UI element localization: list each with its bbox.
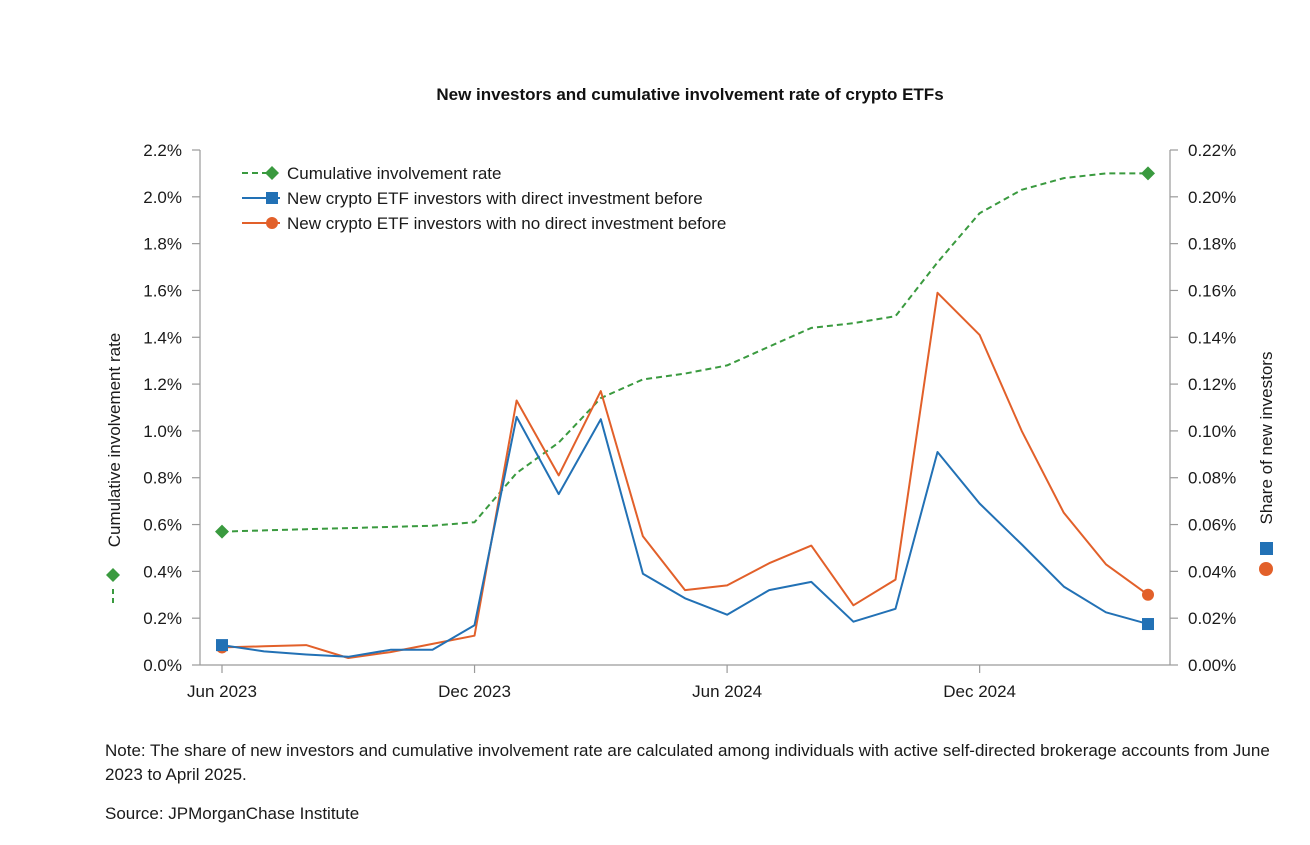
series-line-circle bbox=[221, 291, 1149, 659]
right-y-tick-label: 0.16% bbox=[1188, 281, 1236, 300]
left-y-tick-label: 0.8% bbox=[143, 469, 182, 488]
right-y-tick-label: 0.00% bbox=[1188, 656, 1236, 675]
right-y-tick-label: 0.20% bbox=[1188, 188, 1236, 207]
series-point-square bbox=[216, 639, 228, 652]
left-y-tick-label: 0.0% bbox=[143, 656, 182, 675]
right-y-tick-label: 0.18% bbox=[1188, 235, 1236, 254]
left-y-tick-label: 1.4% bbox=[143, 328, 182, 347]
right-y-tick-label: 0.12% bbox=[1188, 375, 1236, 394]
left-y-tick-label: 1.6% bbox=[143, 281, 182, 300]
series-point-circle bbox=[1142, 588, 1154, 601]
right-axis-label: Share of new investors bbox=[1257, 352, 1276, 525]
left-y-tick-label: 1.0% bbox=[143, 422, 182, 441]
left-axis-diamond-marker bbox=[106, 568, 120, 582]
left-axis-title: Cumulative involvement rate bbox=[105, 333, 124, 547]
axes bbox=[199, 150, 1171, 666]
left-y-tick-label: 0.6% bbox=[143, 516, 182, 535]
legend-square-marker bbox=[266, 192, 278, 204]
legend: Cumulative involvement rate New crypto ET… bbox=[242, 164, 726, 233]
right-y-tick-label: 0.08% bbox=[1188, 469, 1236, 488]
left-y-tick-label: 2.0% bbox=[143, 188, 182, 207]
legend-diamond-marker bbox=[265, 166, 279, 180]
right-y-tick-label: 0.02% bbox=[1188, 609, 1236, 628]
left-axis-key bbox=[106, 568, 120, 606]
left-y-tick-label: 1.8% bbox=[143, 235, 182, 254]
series-point-diamond bbox=[215, 524, 229, 539]
right-axis-square-marker bbox=[1260, 542, 1273, 555]
x-tick-label: Jun 2023 bbox=[187, 682, 257, 701]
legend-label: Cumulative involvement rate bbox=[287, 164, 501, 183]
x-tick-label: Dec 2024 bbox=[943, 682, 1016, 701]
legend-label: New crypto ETF investors with direct inv… bbox=[287, 189, 703, 208]
chart-note: Note: The share of new investors and cum… bbox=[105, 741, 1270, 784]
right-y-tick-label: 0.14% bbox=[1188, 328, 1236, 347]
x-tick-label: Dec 2023 bbox=[438, 682, 511, 701]
right-axis-key bbox=[1259, 542, 1273, 576]
chart-source: Source: JPMorganChase Institute bbox=[105, 804, 360, 823]
right-axis-circle-marker bbox=[1259, 562, 1273, 576]
series-line-diamond bbox=[221, 172, 1148, 533]
right-y-tick-label: 0.10% bbox=[1188, 422, 1236, 441]
right-y-ticks: 0.00% 0.02% 0.04% 0.06% 0.08% 0.10% 0.12% 0.14%… bbox=[1170, 141, 1236, 675]
left-axis-label: Cumulative involvement rate bbox=[105, 333, 124, 547]
left-y-tick-label: 2.2% bbox=[143, 141, 182, 160]
right-y-tick-label: 0.06% bbox=[1188, 516, 1236, 535]
series-line-square bbox=[221, 415, 1149, 658]
left-y-tick-label: 0.2% bbox=[143, 609, 182, 628]
x-tick-label: Jun 2024 bbox=[692, 682, 762, 701]
right-axis-title: Share of new investors bbox=[1257, 352, 1276, 525]
right-y-tick-label: 0.04% bbox=[1188, 562, 1236, 581]
chart-title: New investors and cumulative involvement… bbox=[436, 85, 943, 104]
series-point-square bbox=[1142, 618, 1154, 631]
legend-circle-marker bbox=[266, 217, 278, 229]
right-y-tick-label: 0.22% bbox=[1188, 141, 1236, 160]
left-y-tick-label: 1.2% bbox=[143, 375, 182, 394]
legend-label: New crypto ETF investors with no direct … bbox=[287, 214, 726, 233]
x-ticks: Jun 2023 Dec 2023 Jun 2024 Dec 2024 bbox=[187, 665, 1016, 701]
series-layer bbox=[215, 166, 1155, 659]
left-y-tick-label: 0.4% bbox=[143, 562, 182, 581]
series-point-diamond bbox=[1141, 166, 1155, 181]
left-y-ticks: 0.0% 0.2% 0.4% 0.6% 0.8% 1.0% 1.2% 1.4% 1.6% 1.8%… bbox=[143, 141, 200, 675]
chart: New investors and cumulative involvement… bbox=[105, 85, 1276, 701]
